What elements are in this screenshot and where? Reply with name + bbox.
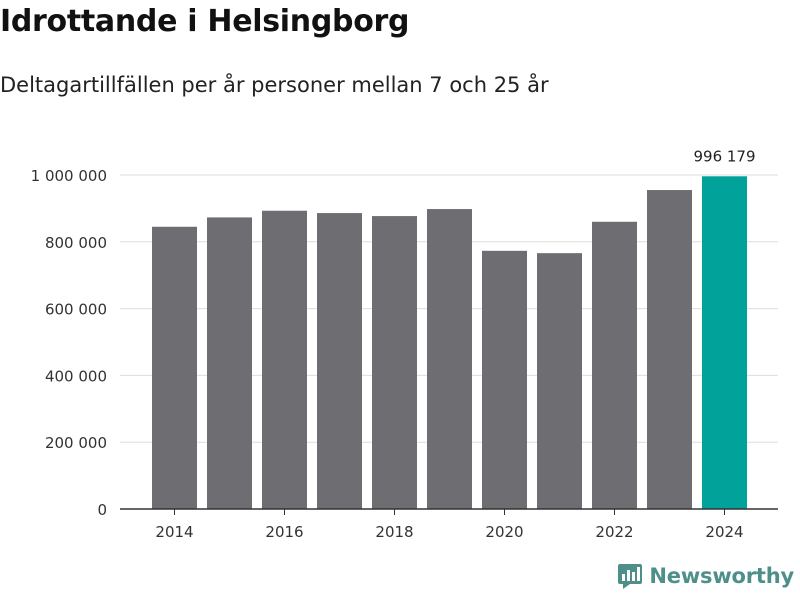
bar-2015 bbox=[207, 217, 252, 509]
y-tick-label: 600 000 bbox=[45, 301, 107, 319]
bar-2020 bbox=[482, 250, 527, 509]
x-tick-label: 2018 bbox=[375, 523, 413, 541]
bars bbox=[152, 176, 747, 510]
y-tick-label: 800 000 bbox=[45, 234, 107, 252]
chart-subtitle: Deltagartillfällen per år personer mella… bbox=[0, 73, 549, 97]
chart-title: Idrottande i Helsingborg bbox=[0, 4, 410, 39]
y-tick-label: 200 000 bbox=[45, 434, 107, 452]
newsworthy-icon bbox=[618, 564, 643, 589]
bar-2018 bbox=[372, 216, 417, 509]
newsworthy-logo: Newsworthy bbox=[617, 562, 794, 590]
x-tick-label: 2016 bbox=[265, 523, 303, 541]
y-tick-label: 400 000 bbox=[45, 367, 107, 385]
bar-value-label: 996 179 bbox=[693, 147, 755, 165]
x-tick-label: 2020 bbox=[485, 523, 523, 541]
bar-2021 bbox=[537, 253, 582, 509]
bar-2023 bbox=[647, 190, 692, 509]
bar-2017 bbox=[317, 213, 362, 510]
x-tick-label: 2014 bbox=[155, 523, 193, 541]
bar-2022 bbox=[592, 221, 637, 509]
y-tick-label: 0 bbox=[97, 501, 107, 519]
y-tick-label: 1 000 000 bbox=[31, 167, 107, 185]
x-tick-label: 2024 bbox=[705, 523, 743, 541]
axes bbox=[120, 508, 778, 515]
x-tick-label: 2022 bbox=[595, 523, 633, 541]
bar-2019 bbox=[427, 209, 472, 509]
bar-2014 bbox=[152, 226, 197, 509]
brand-name: Newsworthy bbox=[649, 564, 794, 588]
bar-2024 bbox=[702, 176, 747, 509]
tick-labels: 0 200 000 400 000 600 000 800 000 1 000 000 99… bbox=[31, 147, 756, 541]
bar-2016 bbox=[262, 210, 307, 509]
